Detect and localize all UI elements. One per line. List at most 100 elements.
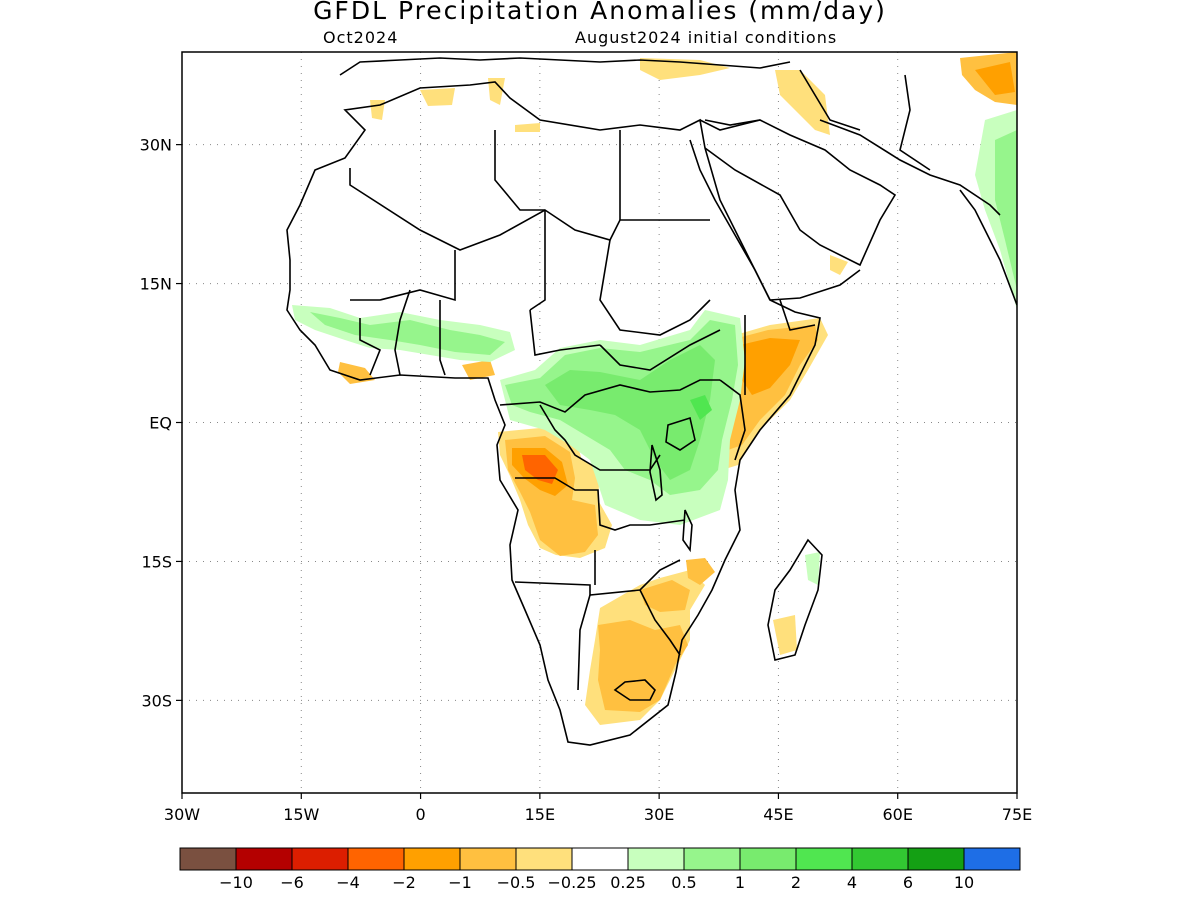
- border-16: [639, 589, 681, 656]
- border-9: [499, 379, 720, 413]
- anomaly-pakistan-core: [975, 62, 1015, 95]
- lon-tick-label: 0: [415, 805, 425, 824]
- border-17: [613, 679, 656, 701]
- lat-tick-label: 15N: [140, 275, 172, 294]
- lake-malawi: [682, 509, 693, 553]
- lake-victoria: [665, 416, 696, 451]
- colorbar-swatch: [627, 847, 685, 871]
- border-21: [779, 299, 816, 331]
- colorbar-swatch: [571, 847, 629, 871]
- anomaly-madagascar-e: [805, 552, 820, 585]
- anomaly-india-mid: [995, 130, 1017, 290]
- border-14: [577, 594, 591, 691]
- colorbar-label: −4: [336, 873, 360, 892]
- anomaly-madagascar-sw: [773, 615, 797, 655]
- anomaly-southern-africa-mid: [598, 620, 688, 712]
- anomaly-mozambique: [686, 558, 715, 585]
- lon-tick-label: 15E: [525, 805, 555, 824]
- lon-tick-label: 75E: [1002, 805, 1032, 824]
- anomaly-kenya-hot: [690, 395, 712, 420]
- colorbar: −10 −6 −4 −2 −1 −0.5 −0.25 0.25 0.5 1 2 4 6 10: [179, 847, 1021, 892]
- colorbar-swatch: [459, 847, 517, 871]
- coastlines: [286, 57, 1017, 746]
- colorbar-label: 1: [735, 873, 745, 892]
- border-12: [515, 477, 686, 531]
- med-north: [339, 57, 791, 76]
- border-2: [494, 130, 545, 211]
- colorbar-label: 10: [954, 873, 974, 892]
- colorbar-swatch: [683, 847, 741, 871]
- colorbar-swatch: [291, 847, 349, 871]
- border-7: [529, 309, 601, 356]
- colorbar-swatch: [739, 847, 797, 871]
- anomaly-horn-core: [740, 338, 800, 395]
- arabia-coastline: [704, 119, 897, 267]
- border-23: [899, 74, 931, 171]
- colorbar-swatch: [851, 847, 909, 871]
- anomaly-sahel-mid: [310, 312, 505, 355]
- colorbar-swatch: [795, 847, 853, 871]
- colorbar-label: 0.5: [671, 873, 696, 892]
- border-18: [394, 289, 411, 376]
- lon-tick-label: 15W: [283, 805, 319, 824]
- lat-tick-label: 15S: [141, 552, 172, 571]
- madagascar-coastline: [767, 538, 823, 661]
- longitude-ticks: 30W 15W 0 15E 30E 45E 60E 75E: [164, 793, 1032, 824]
- anomaly-med-3: [515, 123, 540, 132]
- persian-coast: [819, 119, 1001, 216]
- colorbar-label: −2: [392, 873, 416, 892]
- lat-tick-label: EQ: [149, 414, 172, 433]
- initial-conditions-label: August2024 initial conditions: [575, 28, 838, 47]
- colorbar-label: −0.25: [547, 873, 596, 892]
- border-5: [350, 250, 456, 302]
- colorbar-swatch: [403, 847, 461, 871]
- anomaly-arabia-se: [830, 255, 848, 275]
- colorbar-swatch: [235, 847, 293, 871]
- anomaly-zimbabwe: [640, 580, 690, 612]
- border-24: [799, 69, 861, 131]
- border-1: [349, 168, 710, 251]
- border-6: [599, 239, 711, 336]
- colorbar-swatch: [179, 847, 237, 871]
- lon-tick-label: 60E: [882, 805, 912, 824]
- forecast-month: Oct2024: [323, 28, 399, 47]
- lon-tick-label: 45E: [763, 805, 793, 824]
- colorbar-label: −6: [280, 873, 304, 892]
- colorbar-label: −0.5: [497, 873, 536, 892]
- anomaly-guinea-coast: [338, 362, 375, 384]
- colorbar-swatch: [963, 847, 1021, 871]
- red-sea: [689, 139, 771, 301]
- colorbar-label: 4: [847, 873, 857, 892]
- lake-tanganyika: [649, 444, 663, 502]
- anomaly-angola-peak: [522, 455, 558, 484]
- lon-tick-label: 30W: [164, 805, 200, 824]
- anomaly-shading: [292, 52, 1017, 725]
- border-13: [514, 559, 681, 596]
- lat-tick-label: 30N: [140, 136, 172, 155]
- border-19: [359, 318, 382, 376]
- anomaly-iran: [775, 70, 830, 135]
- anomaly-med-1: [420, 88, 455, 106]
- colorbar-swatch: [907, 847, 965, 871]
- lon-tick-label: 30E: [644, 805, 674, 824]
- border-25: [699, 119, 761, 131]
- map-title: GFDL Precipitation Anomalies (mm/day): [313, 0, 887, 25]
- gulf-aden: [769, 269, 861, 301]
- colorbar-label: 0.25: [610, 873, 646, 892]
- colorbar-label: −10: [219, 873, 253, 892]
- border-10: [719, 379, 746, 461]
- colorbar-label: 6: [903, 873, 913, 892]
- africa-coastline: [286, 81, 821, 746]
- anomaly-med-2: [488, 78, 505, 105]
- colorbar-swatch: [347, 847, 405, 871]
- border-8: [599, 329, 721, 371]
- colorbar-swatch: [515, 847, 573, 871]
- border-20: [439, 300, 446, 376]
- colorbar-label: −1: [448, 873, 472, 892]
- border-11: [539, 404, 661, 471]
- border-4: [529, 210, 546, 311]
- anomaly-nigeria-coast: [462, 360, 495, 380]
- lat-tick-label: 30S: [141, 691, 172, 710]
- india-coast: [959, 189, 1017, 306]
